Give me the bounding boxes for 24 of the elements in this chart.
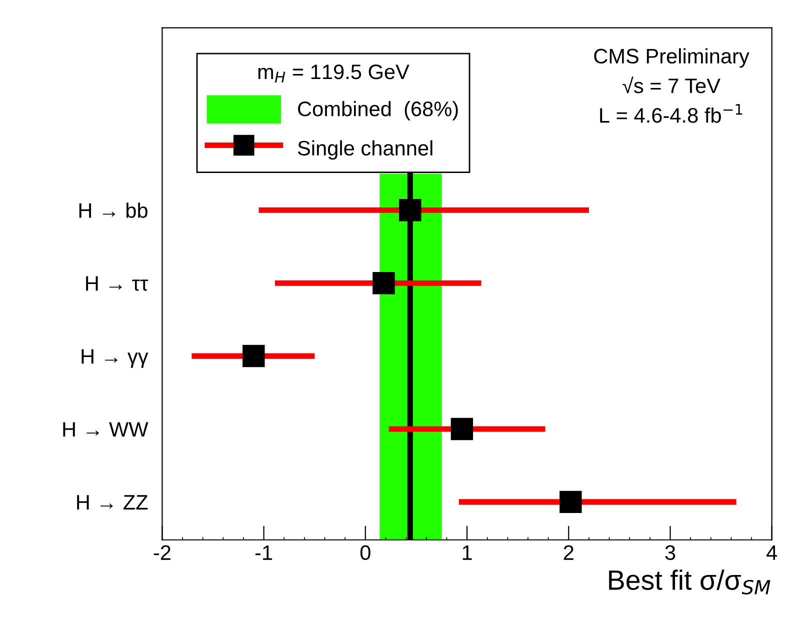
point [399, 199, 422, 222]
legend-label: Combined (68%) [298, 100, 458, 120]
point [560, 490, 582, 514]
y-tick-label: H → bb [79, 202, 148, 218]
y-tick-label: H → γγ [82, 349, 148, 368]
x-tick-label: 3 [665, 545, 676, 560]
x-tick-label: 1 [462, 546, 472, 560]
text: √s = 7 TeV [622, 76, 720, 94]
text: CMS Preliminary [594, 48, 750, 68]
x-tick-label: -2 [154, 545, 170, 560]
x-tick-label: 2 [564, 545, 574, 560]
x-axis-title: Best fit σ/σ$_{SM}$ [609, 570, 770, 595]
legend-label: Single channel [298, 140, 432, 160]
y-tick-label: H → ττ [86, 276, 148, 291]
x-tick-label: 0 [360, 545, 370, 560]
point [450, 418, 474, 440]
point [372, 272, 395, 294]
text: L = 4.6-4.8 fb$^{−1}$ [600, 104, 742, 123]
legend-title: m$_{H}$ = 119.5 GeV [258, 64, 410, 82]
x-tick-label: 4 [766, 546, 778, 560]
point [242, 344, 265, 368]
y-tick-label: H → WW [63, 422, 148, 437]
y-tick-label: H → ZZ [77, 495, 148, 510]
x-tick-label: -1 [255, 546, 272, 560]
